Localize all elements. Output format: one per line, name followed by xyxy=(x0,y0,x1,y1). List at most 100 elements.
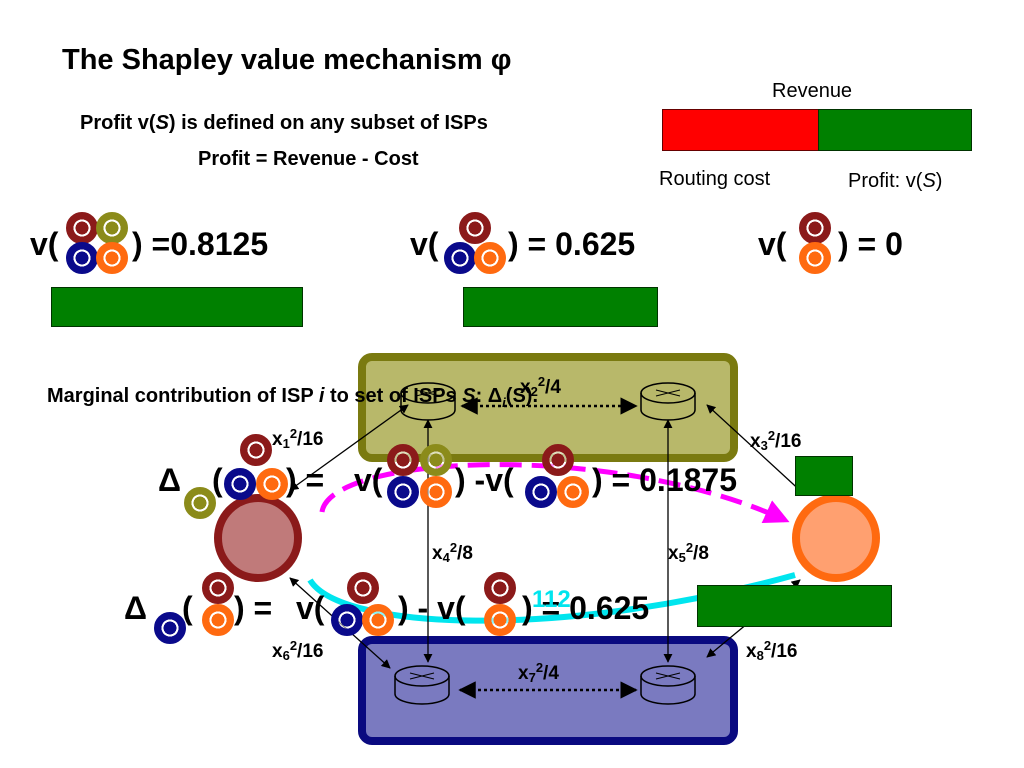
edge-rest: /16 xyxy=(771,641,798,662)
profit-bar-marginal-2 xyxy=(697,585,892,627)
edge-sup: 2 xyxy=(289,638,298,653)
edge-sup: 2 xyxy=(763,638,772,653)
equation-2-v: v( xyxy=(296,590,325,626)
edge-label-x3: x32/16 xyxy=(750,428,801,453)
edge-label-x7: x72/4 xyxy=(518,660,559,685)
edge-sup: 2 xyxy=(449,540,458,555)
edge-sup: 2 xyxy=(537,374,546,389)
edge-sup: 2 xyxy=(767,428,776,443)
edge-sup: 2 xyxy=(685,540,694,555)
edge-sup: 2 xyxy=(289,426,298,441)
isp-node-source xyxy=(214,494,302,582)
router-icon xyxy=(640,665,696,705)
isp-ring-icon xyxy=(459,212,491,244)
edge-rest: /16 xyxy=(775,431,802,452)
isp-ring-icon xyxy=(484,604,516,636)
edge-sub: 3 xyxy=(760,438,768,453)
definition-var: S xyxy=(155,112,169,134)
isp-ring-icon xyxy=(240,434,272,466)
definition-prefix: Profit v( xyxy=(80,112,156,134)
profit-bar xyxy=(818,109,972,151)
isp-ring-icon xyxy=(347,572,379,604)
bottom-isp-box xyxy=(358,636,738,745)
edge-var: x xyxy=(272,429,283,450)
isp-ring-icon xyxy=(331,604,363,636)
profit-label-suffix: ) xyxy=(935,170,943,192)
edge-label-x2: x22/4 xyxy=(520,374,561,399)
coalition-1-value: ) =0.8125 xyxy=(132,226,269,262)
marginal-delta: Δ xyxy=(487,385,503,407)
edge-label-x1: x12/16 xyxy=(272,426,323,451)
equation-1-v: v( xyxy=(354,462,383,498)
link-x1 xyxy=(289,404,409,491)
edge-rest: /8 xyxy=(693,543,709,564)
equation-2-eq: ) = xyxy=(234,590,273,626)
edge-var: x xyxy=(746,641,757,662)
equation-2-open: ( xyxy=(182,590,193,626)
coalition-2-open: v( xyxy=(410,226,439,262)
edge-label-x5: x52/8 xyxy=(668,540,709,565)
definition-suffix: ) is defined on any subset of ISPs xyxy=(168,112,488,134)
marginal-sub: i xyxy=(502,395,506,410)
router-icon xyxy=(394,665,450,705)
edge-sub: 2 xyxy=(530,384,538,399)
edge-label-x4: x42/8 xyxy=(432,540,473,565)
marginal-contribution-text: Marginal contribution of ISP i to set of… xyxy=(47,385,538,410)
edge-sub: 5 xyxy=(678,550,686,565)
profit-bar-marginal-1 xyxy=(795,456,853,496)
equation-2-minus: ) - v( xyxy=(398,590,466,626)
marginal-mid: to set of ISPs xyxy=(324,385,463,407)
routing-cost-label: Routing cost xyxy=(659,168,771,190)
marginal-suffix: (S). xyxy=(505,385,539,407)
edge-rest: /16 xyxy=(297,641,324,662)
isp-ring-icon xyxy=(154,612,186,644)
overlay-digits: 112 xyxy=(532,586,571,613)
coalition-3-value: ) = 0 xyxy=(838,226,903,262)
edge-sup: 2 xyxy=(535,660,544,675)
isp-ring-icon xyxy=(66,212,98,244)
edge-sub: 1 xyxy=(282,436,290,451)
edge-var: x xyxy=(750,431,761,452)
edge-rest: /4 xyxy=(545,377,561,398)
profit-label-var: S xyxy=(922,170,936,192)
isp-ring-icon xyxy=(362,604,394,636)
edge-sub: 4 xyxy=(442,550,450,565)
edge-var: x xyxy=(668,543,679,564)
equation-1-result: ) = 0.1875 xyxy=(592,462,737,498)
definition-line-1: Profit v(S) is defined on any subset of … xyxy=(80,112,488,135)
isp-ring-icon xyxy=(96,212,128,244)
isp-ring-icon xyxy=(557,476,589,508)
profit-bar-coalition-1 xyxy=(51,287,303,327)
edge-var: x xyxy=(272,641,283,662)
profit-label: Profit: v(S) xyxy=(848,170,942,193)
equation-1-delta: Δ xyxy=(158,462,181,498)
edge-label-x8: x82/16 xyxy=(746,638,797,663)
isp-ring-icon xyxy=(484,572,516,604)
isp-ring-icon xyxy=(799,242,831,274)
edge-var: x xyxy=(432,543,443,564)
coalition-3-open: v( xyxy=(758,226,787,262)
coalition-2-value: ) = 0.625 xyxy=(508,226,636,262)
isp-ring-icon xyxy=(224,468,256,500)
profit-label-prefix: Profit: v( xyxy=(848,170,923,192)
isp-ring-icon xyxy=(474,242,506,274)
isp-ring-icon xyxy=(542,444,574,476)
equation-1-minus: ) -v( xyxy=(455,462,514,498)
edge-var: x xyxy=(520,377,531,398)
equation-1-eq: ) = xyxy=(286,462,325,498)
edge-var: x xyxy=(518,663,529,684)
isp-ring-icon xyxy=(387,476,419,508)
link-x3 xyxy=(706,404,806,496)
marginal-colon: : xyxy=(475,385,488,407)
isp-ring-icon xyxy=(420,444,452,476)
isp-ring-icon xyxy=(444,242,476,274)
edge-rest: /16 xyxy=(297,429,324,450)
isp-ring-icon xyxy=(387,444,419,476)
definition-line-2: Profit = Revenue - Cost xyxy=(198,148,419,170)
edge-sub: 7 xyxy=(528,670,536,685)
isp-ring-icon xyxy=(799,212,831,244)
edge-sub: 8 xyxy=(756,648,764,663)
isp-node-destination xyxy=(792,494,880,582)
isp-ring-icon xyxy=(525,476,557,508)
